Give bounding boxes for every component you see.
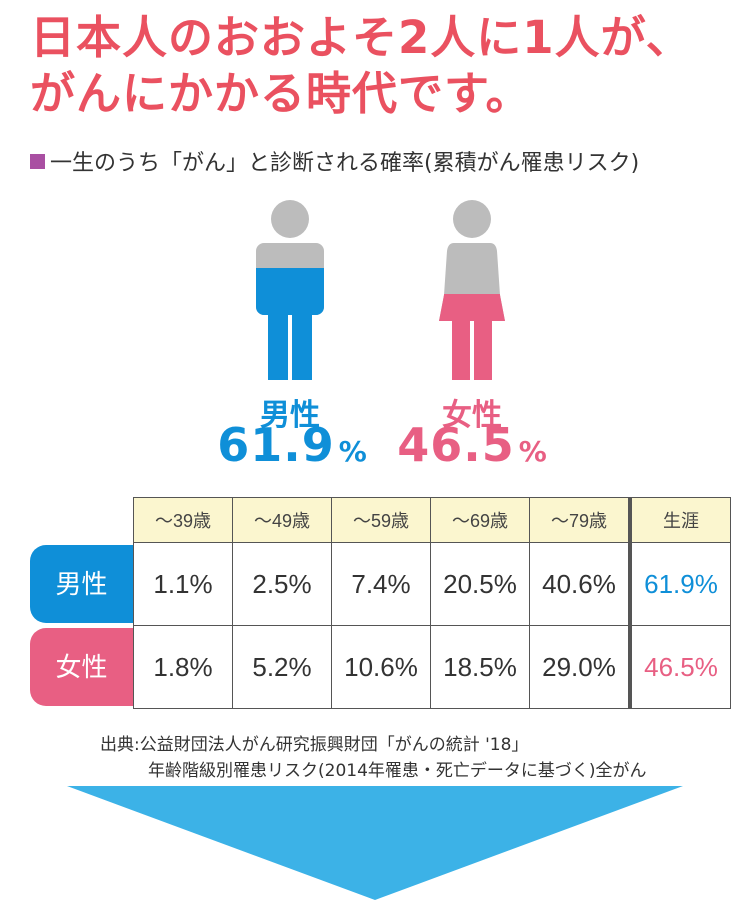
female-label: 女性 — [442, 398, 502, 433]
table-cell-lifetime-female: 46.5% — [628, 625, 731, 709]
table-header-row: 〜39歳 〜49歳 〜59歳 〜69歳 〜79歳 生涯 — [30, 497, 731, 543]
source-line-2: 年齢階級別罹患リスク(2014年罹患・死亡データに基づく)全がん — [148, 761, 647, 781]
column-header: 〜49歳 — [232, 497, 332, 543]
male-label: 男性 — [260, 398, 320, 433]
headline-line-1: 日本人のおおよそ2人に1人が、 — [30, 11, 692, 64]
male-percentage-unit: % — [338, 435, 367, 468]
risk-table: 〜39歳 〜49歳 〜59歳 〜69歳 〜79歳 生涯 男性 1.1% 2.5%… — [30, 497, 731, 709]
table-cell: 29.0% — [529, 625, 631, 709]
row-header-male: 男性 — [30, 543, 134, 626]
table-cell: 5.2% — [232, 625, 332, 709]
table-row-male: 男性 1.1% 2.5% 7.4% 20.5% 40.6% 61.9% — [30, 542, 731, 626]
female-row-label: 女性 — [30, 628, 133, 706]
table-cell: 2.5% — [232, 542, 332, 626]
column-header-lifetime: 生涯 — [628, 497, 731, 543]
headline-line-2: がんにかかる時代です。 — [30, 67, 532, 120]
column-header: 〜79歳 — [529, 497, 631, 543]
column-header: 〜39歳 — [133, 497, 233, 543]
female-percentage-value: 46.5 — [397, 418, 515, 472]
table-cell-lifetime-male: 61.9% — [628, 542, 731, 626]
female-percentage-unit: % — [518, 435, 547, 468]
table-cell: 7.4% — [331, 542, 431, 626]
chart-subtitle-text: 一生のうち「がん」と診断される確率(累積がん罹患リスク) — [50, 151, 640, 176]
table-cell: 40.6% — [529, 542, 631, 626]
male-row-label: 男性 — [30, 545, 133, 623]
headline: 日本人のおおよそ2人に1人が、 がんにかかる時代です。 — [30, 10, 730, 122]
table-row-female: 女性 1.8% 5.2% 10.6% 18.5% 29.0% 46.5% — [30, 625, 731, 709]
column-header: 〜59歳 — [331, 497, 431, 543]
source-note: 出典:公益財団法人がん研究振興財団「がんの統計 '18」 年齢階級別罹患リスク(… — [100, 732, 647, 784]
male-person-icon — [256, 200, 324, 380]
table-cell: 18.5% — [430, 625, 530, 709]
bullet-square-icon — [30, 153, 45, 169]
column-header: 〜69歳 — [430, 497, 530, 543]
female-percentage: 46.5% — [352, 418, 592, 472]
male-percentage: 61.9% — [172, 418, 412, 472]
table-cell: 10.6% — [331, 625, 431, 709]
row-header-female: 女性 — [30, 626, 134, 709]
male-percentage-value: 61.9 — [217, 418, 335, 472]
female-person-icon — [439, 200, 505, 380]
source-line-1: 出典:公益財団法人がん研究振興財団「がんの統計 '18」 — [100, 735, 529, 755]
chart-subtitle: 一生のうち「がん」と診断される確率(累積がん罹患リスク) — [30, 145, 639, 177]
table-cell: 1.1% — [133, 542, 233, 626]
table-cell: 1.8% — [133, 625, 233, 709]
